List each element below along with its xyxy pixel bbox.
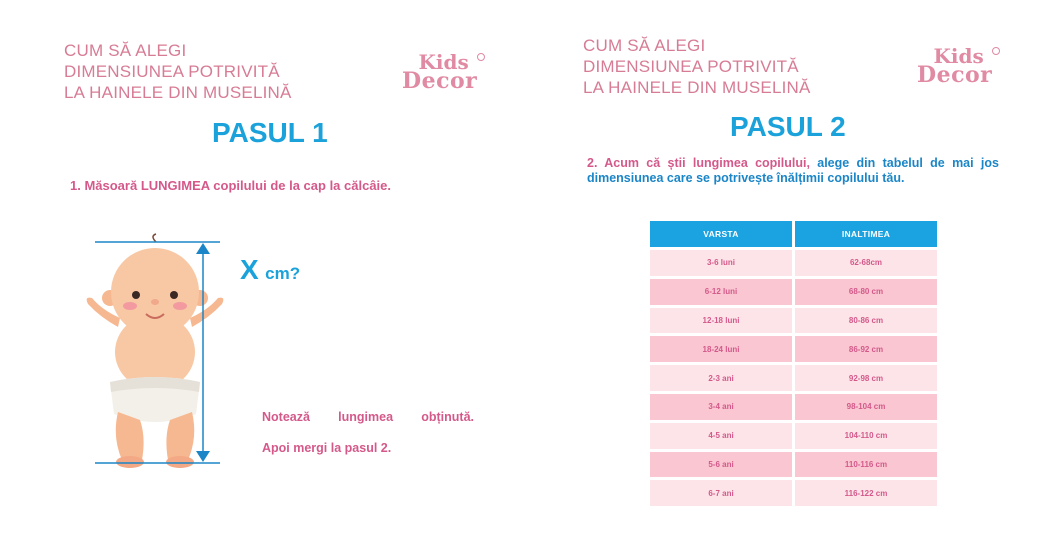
height-cell: 98-104 cm [795,393,937,420]
measure-arrow-icon [95,241,220,464]
table-row: 3-4 ani 98-104 cm [650,393,937,420]
age-cell: 3-4 ani [650,393,792,420]
age-cell: 4-5 ani [650,422,792,449]
header-line: DIMENSIUNEA POTRIVITĂ [583,57,799,76]
table-row: 3-6 luni 62-68cm [650,250,937,276]
height-cell: 110-116 cm [795,451,937,478]
logo-line: Kids [917,46,1001,66]
height-cell: 68-80 cm [795,278,937,305]
size-table: VARSTA INALTIMEA 3-6 luni 62-68cm 6-12 l… [647,218,940,509]
header-line: DIMENSIUNEA POTRIVITĂ [64,62,280,81]
note-text: Apoi mergi la pasul 2. [262,441,392,455]
step-instruction: 1. Măsoară LUNGIMEA copilului de la cap … [70,178,392,193]
age-cell: 5-6 ani [650,451,792,478]
table-row: 6-7 ani 116-122 cm [650,480,937,507]
logo-line: Decor [402,68,478,94]
table-header-row: VARSTA INALTIMEA [650,221,937,247]
height-cell: 92-98 cm [795,365,937,391]
height-cell: 86-92 cm [795,336,937,363]
age-cell: 3-6 luni [650,250,792,276]
header-line: CUM SĂ ALEGI [64,41,187,60]
age-cell: 18-24 luni [650,336,792,363]
age-cell: 12-18 luni [650,307,792,334]
table-row: 4-5 ani 104-110 cm [650,422,937,449]
step-title: PASUL 2 [730,111,846,142]
age-cell: 2-3 ani [650,365,792,391]
height-cell: 62-68cm [795,250,937,276]
header-line: LA HAINELE DIN MUSELINĂ [583,78,811,97]
step-instruction: 2. Acum că știi lungimea copilului, aleg… [587,156,999,186]
column-header: INALTIMEA [795,221,937,247]
page-header: CUM SĂ ALEGI DIMENSIUNEA POTRIVITĂ LA HA… [583,35,811,98]
kids-decor-logo: Kids Decor [402,52,486,94]
instruction-highlight: alege din tabelul de mai jos dimensiunea… [587,156,999,185]
kids-decor-logo: Kids Decor [917,46,1001,88]
header-line: LA HAINELE DIN MUSELINĂ [64,83,292,102]
step-title: PASUL 1 [212,117,328,148]
table-row: 18-24 luni 86-92 cm [650,336,937,363]
table-row: 2-3 ani 92-98 cm [650,365,937,391]
length-unit: cm? [265,264,301,283]
header-line: CUM SĂ ALEGI [583,36,706,55]
note-text: Notează lungimea obținută. [262,410,474,424]
age-cell: 6-7 ani [650,480,792,507]
step2-panel: CUM SĂ ALEGI DIMENSIUNEA POTRIVITĂ LA HA… [525,0,1050,542]
height-cell: 116-122 cm [795,480,937,507]
table-row: 6-12 luni 68-80 cm [650,278,937,305]
logo-line: Decor [917,62,993,88]
age-cell: 6-12 luni [650,278,792,305]
table-row: 5-6 ani 110-116 cm [650,451,937,478]
table-row: 12-18 luni 80-86 cm [650,307,937,334]
column-header: VARSTA [650,221,792,247]
page-header: CUM SĂ ALEGI DIMENSIUNEA POTRIVITĂ LA HA… [64,40,292,103]
length-variable: X [240,254,259,285]
baby-illustration [86,233,224,468]
logo-line: Kids [402,52,486,72]
height-cell: 80-86 cm [795,307,937,334]
step1-panel: CUM SĂ ALEGI DIMENSIUNEA POTRIVITĂ LA HA… [64,40,486,468]
length-question: X cm? [240,254,300,286]
height-cell: 104-110 cm [795,422,937,449]
instruction-part: 2. Acum că știi lungimea copilului, [587,156,818,170]
